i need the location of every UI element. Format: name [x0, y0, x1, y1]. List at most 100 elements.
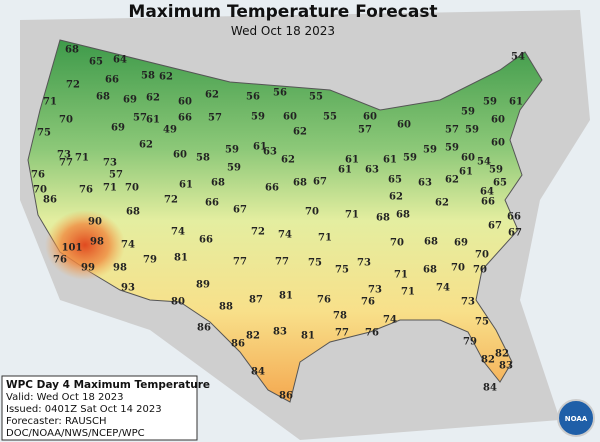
- temperature: 74: [436, 283, 450, 294]
- temperature: 76: [31, 170, 45, 181]
- temperature: 59: [465, 125, 479, 136]
- info-line: Issued: 0401Z Sat Oct 14 2023: [6, 404, 162, 415]
- temperature: 69: [111, 123, 125, 134]
- temperature: 74: [171, 227, 185, 238]
- temperature: 62: [139, 140, 153, 151]
- temperature: 83: [499, 361, 513, 372]
- info-box: [1, 375, 198, 441]
- temperature: 60: [491, 115, 505, 126]
- temperature: 69: [123, 95, 137, 106]
- temperature: 58: [196, 153, 210, 164]
- temperature: 81: [279, 291, 293, 302]
- temperature: 99: [81, 263, 95, 274]
- temperature: 73: [368, 285, 382, 296]
- subtitle: Wed Oct 18 2023: [231, 24, 335, 38]
- temperature: 61: [179, 180, 193, 191]
- temperature: 65: [388, 175, 402, 186]
- temperature: 56: [273, 88, 287, 99]
- title: Maximum Temperature Forecast: [128, 2, 437, 22]
- temperature: 93: [121, 283, 135, 294]
- temperature: 83: [273, 327, 287, 338]
- info-line: DOC/NOAA/NWS/NCEP/WPC: [6, 428, 145, 439]
- temperature: 61: [459, 167, 473, 178]
- info-line: Forecaster: RAUSCH: [6, 416, 107, 427]
- temperature: 60: [363, 112, 377, 123]
- temperature: 73: [57, 150, 71, 161]
- temperature: 61: [146, 115, 160, 126]
- temperature: 80: [171, 297, 185, 308]
- temperature: 59: [227, 163, 241, 174]
- temperature: 69: [454, 238, 468, 249]
- temperature: 76: [317, 295, 331, 306]
- temperature: 79: [463, 337, 477, 348]
- temperature: 66: [105, 75, 119, 86]
- temperature: 82: [481, 355, 495, 366]
- temperature: 62: [205, 90, 219, 101]
- temperature: 66: [205, 198, 219, 209]
- temperature: 60: [491, 138, 505, 149]
- temperature: 70: [33, 185, 47, 196]
- temperature: 59: [423, 145, 437, 156]
- info-line: Valid: Wed Oct 18 2023: [6, 392, 123, 403]
- us-land: [27, 39, 543, 403]
- temperature: 74: [121, 240, 135, 251]
- temperature: 60: [178, 97, 192, 108]
- temperature: 77: [59, 158, 73, 169]
- temperature: 62: [445, 175, 459, 186]
- temperature: 78: [333, 311, 347, 322]
- temperature: 61: [253, 142, 267, 153]
- temperature: 81: [174, 253, 188, 264]
- temperature: 71: [318, 233, 332, 244]
- temperature: 77: [335, 328, 349, 339]
- temperature: 67: [488, 221, 502, 232]
- temperature: 71: [43, 97, 57, 108]
- temperature: 68: [65, 45, 79, 56]
- temperature: 57: [208, 113, 222, 124]
- temperature: 89: [196, 280, 210, 291]
- temperature: 59: [225, 145, 239, 156]
- temperature: 59: [251, 112, 265, 123]
- temperature: 68: [211, 178, 225, 189]
- temperature: 64: [480, 187, 494, 198]
- temperature: 76: [361, 297, 375, 308]
- temperature: 82: [246, 331, 260, 342]
- temperature: 67: [313, 177, 327, 188]
- temperature: 63: [263, 147, 277, 158]
- temperature: 76: [53, 255, 67, 266]
- info-line: WPC Day 4 Maximum Temperature: [6, 379, 210, 391]
- temperature: 70: [59, 115, 73, 126]
- temperature: 70: [451, 263, 465, 274]
- temperature: 101: [62, 243, 83, 254]
- temperature: 62: [281, 155, 295, 166]
- temperature: 72: [251, 227, 265, 238]
- temperature: 71: [75, 153, 89, 164]
- temperature: 57: [109, 170, 123, 181]
- temperature: 66: [481, 197, 495, 208]
- temperature: 59: [403, 153, 417, 164]
- temperature: 66: [178, 113, 192, 124]
- temperature: 62: [159, 72, 173, 83]
- temperature: 61: [383, 155, 397, 166]
- temperature: 70: [473, 265, 487, 276]
- temperature: 60: [283, 112, 297, 123]
- temperature: 75: [475, 317, 489, 328]
- temperature: 56: [246, 92, 260, 103]
- logo-text: NOAA: [565, 415, 588, 423]
- temperature: 63: [418, 178, 432, 189]
- temperature: 70: [305, 207, 319, 218]
- temperature: 71: [401, 287, 415, 298]
- temperature: 90: [88, 217, 102, 228]
- temperature: 59: [461, 107, 475, 118]
- temperature: 98: [90, 237, 104, 248]
- temperature: 59: [445, 143, 459, 154]
- temperature: 59: [489, 165, 503, 176]
- temperature: 67: [508, 228, 522, 239]
- temperature: 62: [435, 198, 449, 209]
- temperature: 68: [423, 265, 437, 276]
- temperature: 49: [163, 125, 177, 136]
- temperature: 76: [365, 328, 379, 339]
- temperature: 79: [143, 255, 157, 266]
- temperature: 70: [390, 238, 404, 249]
